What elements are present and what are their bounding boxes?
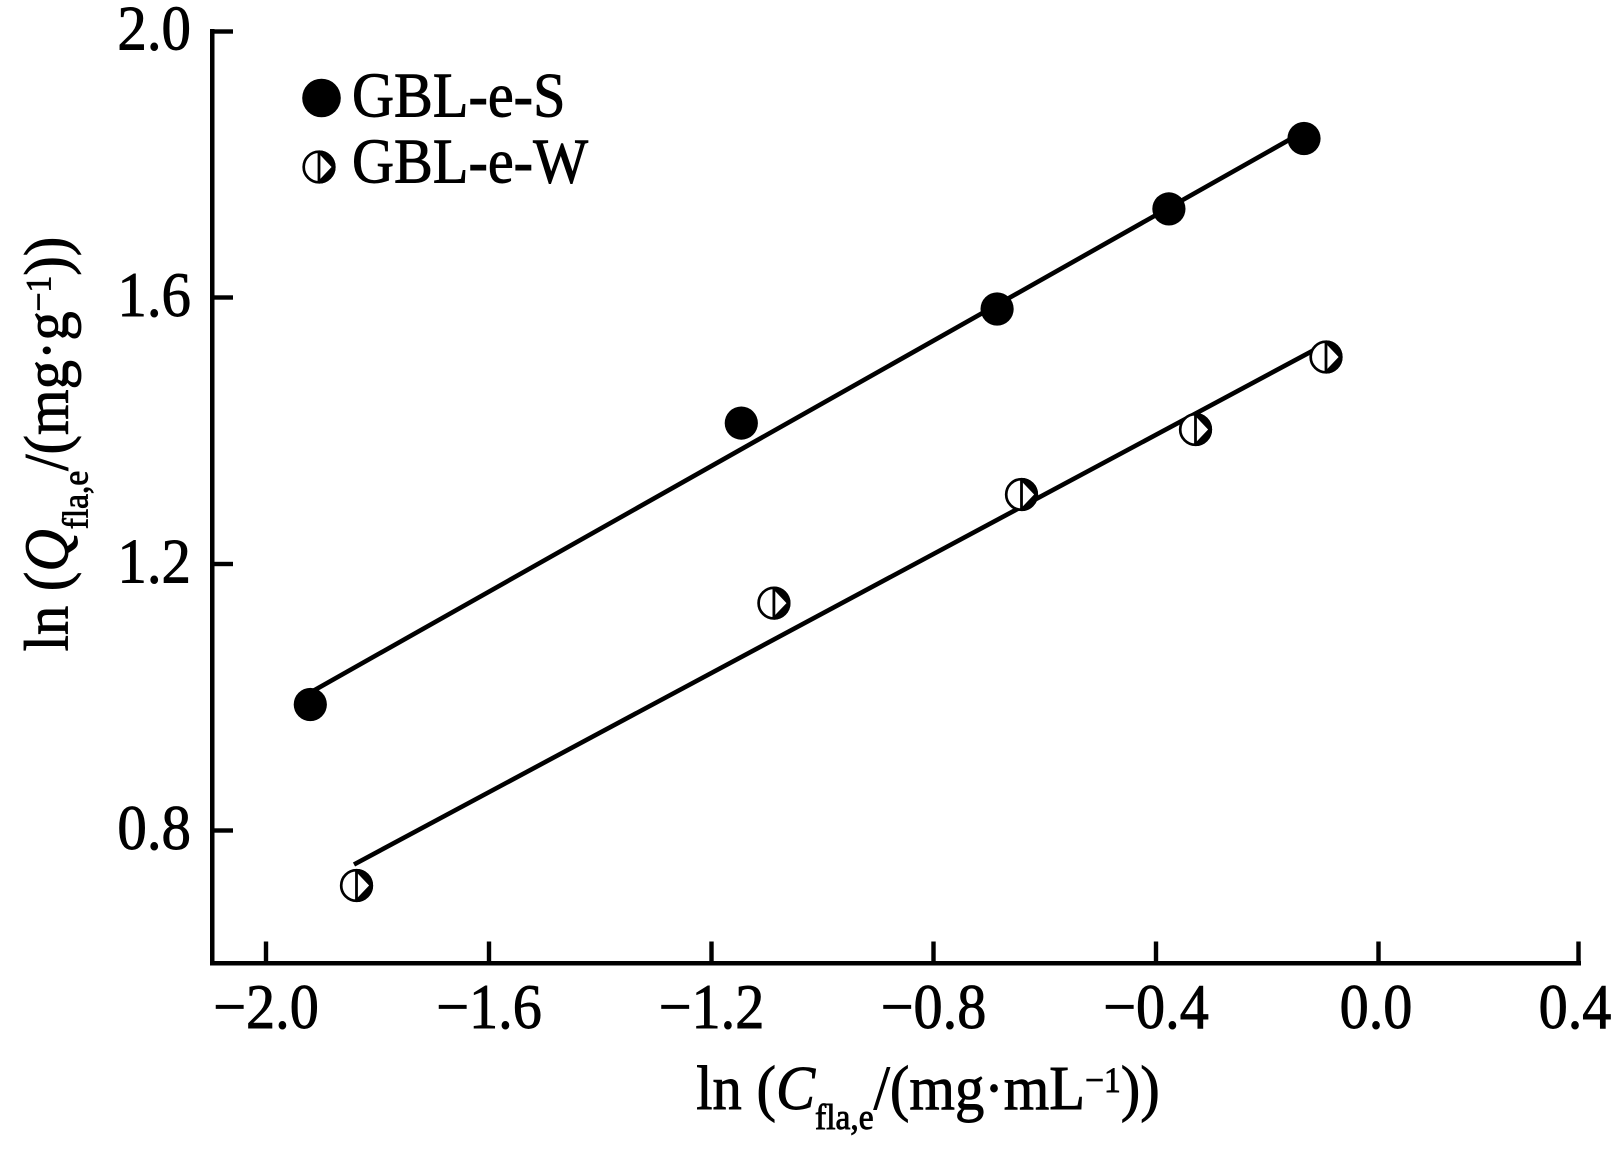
svg-text:0.4: 0.4 [1539, 972, 1612, 1043]
svg-text:2.0: 2.0 [117, 0, 191, 64]
svg-text:ln (Cfla,e/(mg·mL−1)): ln (Cfla,e/(mg·mL−1)) [696, 1054, 1159, 1137]
svg-text:GBL-e-W: GBL-e-W [352, 126, 588, 197]
svg-text:1.6: 1.6 [117, 260, 191, 331]
svg-text:−2.0: −2.0 [213, 972, 319, 1043]
svg-text:0.0: 0.0 [1340, 972, 1413, 1043]
svg-text:−0.4: −0.4 [1103, 972, 1209, 1043]
svg-text:−1.6: −1.6 [436, 972, 542, 1043]
svg-text:1.2: 1.2 [117, 526, 191, 597]
svg-text:−0.8: −0.8 [881, 972, 987, 1043]
svg-text:0.8: 0.8 [117, 793, 191, 864]
svg-text:−1.2: −1.2 [659, 972, 765, 1043]
svg-text:GBL-e-S: GBL-e-S [352, 60, 565, 131]
